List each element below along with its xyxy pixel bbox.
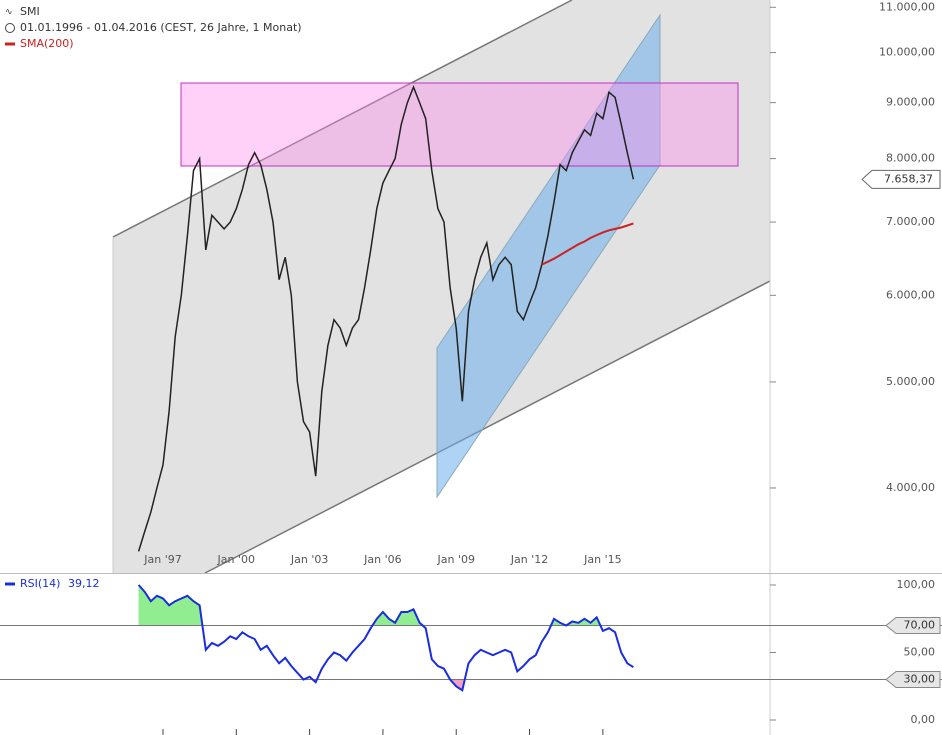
x-tick-label: Jan '06	[363, 553, 401, 566]
level-badge	[885, 671, 941, 688]
drawings	[112, 0, 770, 573]
x-tick-label: Jan '97	[143, 553, 181, 566]
rsi-title: RSI(14)	[20, 577, 60, 590]
rsi-zone-fill	[138, 585, 634, 626]
level-label: 70,00	[904, 619, 936, 632]
chart-subtitle: 01.01.1996 - 01.04.2016 (CEST, 26 Jahre,…	[20, 21, 302, 34]
icon: ∿	[5, 8, 13, 18]
price-badge	[861, 169, 941, 189]
rsi-zone-fill	[138, 679, 634, 691]
level-badge	[885, 617, 941, 634]
price-badge-label: 7.658,37	[884, 172, 933, 185]
resistance-zone	[180, 82, 739, 167]
y-tick-label: 7.000,00	[886, 215, 935, 228]
chart-title: SMI	[20, 5, 40, 18]
series-line	[541, 222, 634, 266]
y-tick-label: 100,00	[897, 578, 936, 591]
series-line	[137, 584, 634, 692]
series-line	[137, 85, 635, 552]
y-tick-label: 9.000,00	[886, 96, 935, 109]
x-tick-label: Jan '12	[510, 553, 548, 566]
y-tick-label: 10.000,00	[879, 46, 935, 59]
y-tick-label: 50,00	[904, 646, 936, 659]
channel-line	[112, 0, 573, 238]
rsi-current: 39,12	[68, 577, 100, 590]
clock-icon	[5, 23, 15, 33]
channel-line	[204, 280, 770, 573]
blue-channel	[436, 13, 661, 499]
plot	[137, 85, 635, 552]
x-tick-label: Jan '03	[290, 553, 328, 566]
level-label: 30,00	[904, 673, 936, 686]
x-tick-label: Jan '09	[436, 553, 474, 566]
y-tick-label: 4.000,00	[886, 481, 935, 494]
y-tick-label: 8.000,00	[886, 152, 935, 165]
x-tick-label: Jan '15	[583, 553, 621, 566]
y-tick-label: 11.000,00	[879, 0, 935, 13]
x-tick-label: Jan '00	[217, 553, 255, 566]
legend-label: SMA(200)	[20, 37, 74, 50]
y-tick-label: 5.000,00	[886, 375, 935, 388]
y-tick-label: 0,00	[911, 713, 936, 726]
y-tick-label: 6.000,00	[886, 288, 935, 301]
